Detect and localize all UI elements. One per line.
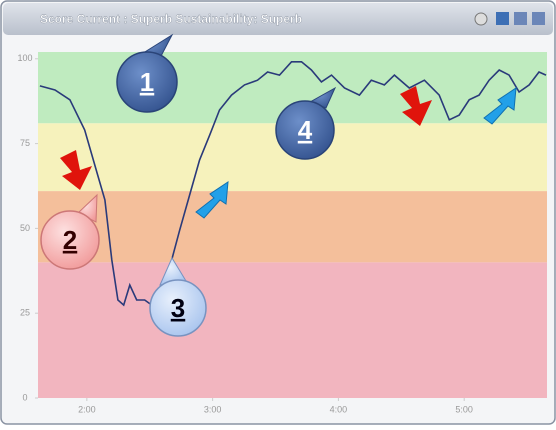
arrow-up <box>483 87 517 125</box>
y-tick-label: 100 <box>17 53 32 63</box>
callout-label: 1 <box>140 67 154 97</box>
annotations: 1 2 3 4 <box>40 33 517 337</box>
x-tick-label: 5:00 <box>455 404 473 414</box>
x-tick-label: 4:00 <box>330 404 348 414</box>
callout <box>275 100 335 160</box>
arrow-down <box>60 150 92 190</box>
y-tick-label: 0 <box>22 392 27 402</box>
y-tick-label: 50 <box>20 223 30 233</box>
callout <box>116 51 178 113</box>
arrow-down <box>400 86 432 126</box>
callout <box>40 210 100 270</box>
title: Score Current : Superb Sustainability: S… <box>40 12 302 26</box>
x-tick-label: 2:00 <box>78 404 96 414</box>
band <box>38 262 547 398</box>
callout <box>149 279 207 337</box>
title-bar <box>3 3 553 35</box>
band <box>38 191 547 263</box>
y-tick-label: 25 <box>20 308 30 318</box>
score-line <box>39 61 547 312</box>
callout-label: 3 <box>171 293 185 323</box>
toolbar-icons <box>474 12 545 26</box>
callout-label: 2 <box>63 225 77 255</box>
y-tick-label: 75 <box>20 138 30 148</box>
arrow-up <box>195 181 229 219</box>
x-tick-label: 3:00 <box>204 404 222 414</box>
callout-label: 4 <box>298 115 313 145</box>
